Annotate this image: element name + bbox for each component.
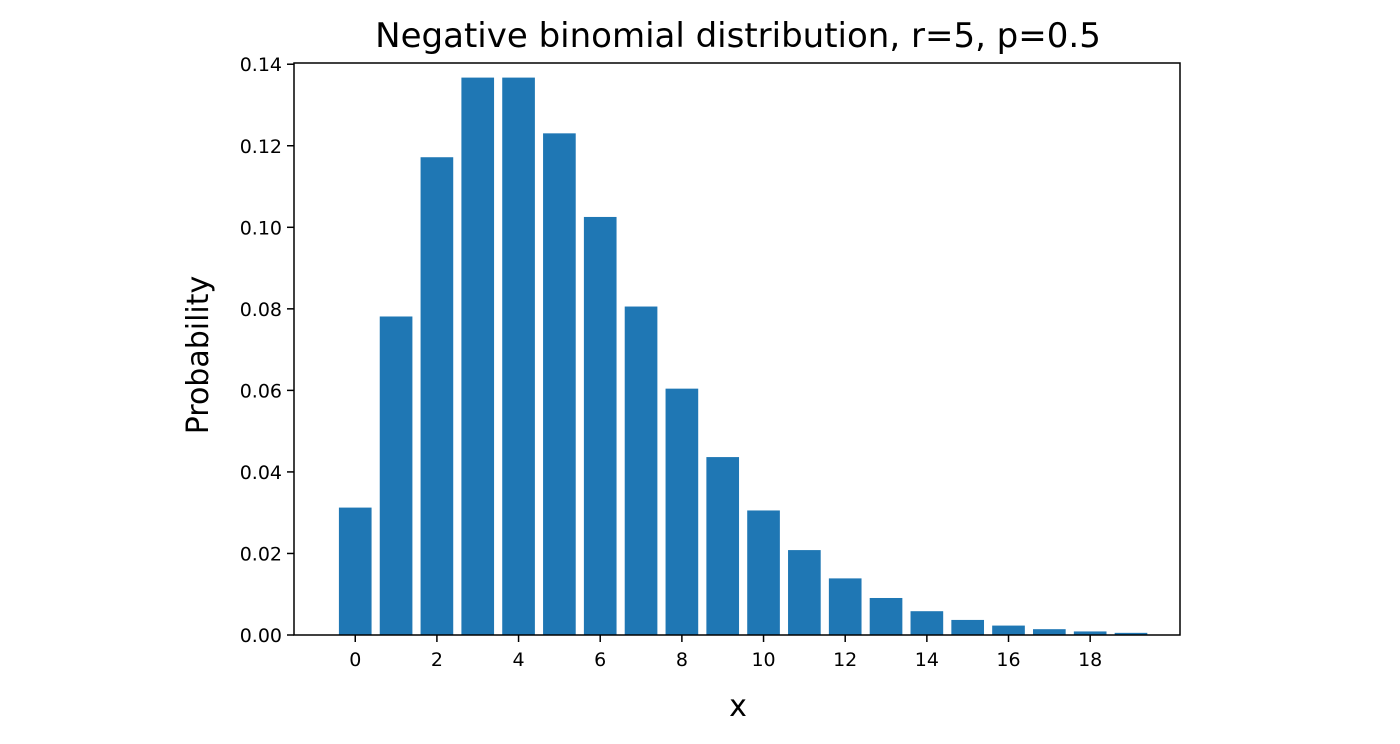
bar-4 [502, 77, 535, 636]
x-tick-label: 18 [1078, 649, 1102, 671]
y-tick-label: 0.08 [240, 299, 282, 321]
x-tick-label: 6 [594, 649, 606, 671]
bar-8 [665, 388, 699, 635]
y-tick-label: 0.12 [240, 136, 282, 158]
x-tick-label: 14 [915, 649, 939, 671]
bar-2 [420, 157, 454, 636]
y-tick-label: 0.10 [240, 217, 282, 239]
bar-14 [910, 611, 944, 635]
bars-group [338, 77, 1148, 636]
bar-5 [543, 133, 576, 635]
bar-15 [951, 619, 985, 635]
y-axis-label: Probability [181, 276, 216, 435]
chart-title: Negative binomial distribution, r=5, p=0… [375, 16, 1101, 56]
x-tick-label: 8 [676, 649, 688, 671]
plot-frame [293, 62, 1181, 636]
y-tick-label: 0.02 [240, 543, 282, 565]
y-tick-label: 0.00 [240, 625, 282, 647]
y-tick-label: 0.04 [240, 462, 282, 484]
bar-6 [583, 216, 617, 635]
bar-0 [338, 507, 372, 635]
y-tick-label: 0.14 [240, 54, 282, 76]
bar-9 [706, 457, 740, 635]
x-axis-label: x [729, 689, 747, 724]
x-tick-label: 16 [996, 649, 1020, 671]
x-tick-label: 10 [751, 649, 775, 671]
x-tick-label: 4 [513, 649, 525, 671]
bar-16 [992, 625, 1025, 635]
bar-19 [1114, 632, 1148, 635]
bar-7 [624, 306, 658, 635]
x-tick-label: 2 [431, 649, 443, 671]
bar-3 [461, 77, 495, 636]
bar-10 [747, 510, 780, 635]
bar-1 [379, 316, 413, 635]
bar-17 [1033, 629, 1066, 635]
bar-11 [788, 550, 821, 635]
bar-13 [869, 597, 903, 635]
bar-12 [828, 578, 862, 635]
y-ticks-group: 0.00 0.02 0.04 0.06 0.08 0.10 0.12 0.14 [240, 54, 294, 647]
x-tick-label: 12 [833, 649, 857, 671]
x-ticks-group: 0 2 4 6 8 10 12 14 16 18 [349, 635, 1102, 671]
x-tick-label: 0 [349, 649, 361, 671]
bar-18 [1073, 631, 1107, 635]
y-tick-label: 0.06 [240, 380, 282, 402]
